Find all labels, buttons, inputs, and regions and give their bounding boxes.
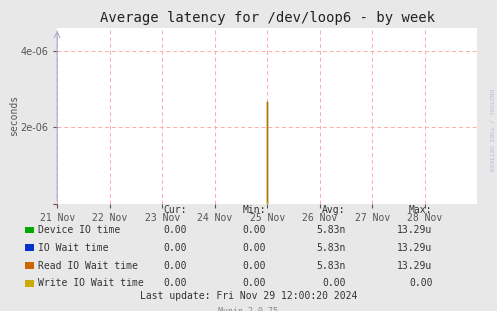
Text: 13.29u: 13.29u [397,261,432,271]
Text: 13.29u: 13.29u [397,225,432,235]
Text: Read IO Wait time: Read IO Wait time [38,261,138,271]
Text: Avg:: Avg: [322,205,345,215]
Text: 5.83n: 5.83n [316,225,345,235]
Text: 13.29u: 13.29u [397,243,432,253]
Text: Max:: Max: [409,205,432,215]
Text: Min:: Min: [243,205,266,215]
Title: Average latency for /dev/loop6 - by week: Average latency for /dev/loop6 - by week [99,12,435,26]
Text: Munin 2.0.75: Munin 2.0.75 [219,307,278,311]
Text: 0.00: 0.00 [163,243,186,253]
Text: 5.83n: 5.83n [316,243,345,253]
Text: 0.00: 0.00 [163,278,186,288]
Text: 0.00: 0.00 [243,278,266,288]
Text: 5.83n: 5.83n [316,261,345,271]
Text: 0.00: 0.00 [243,243,266,253]
Y-axis label: seconds: seconds [9,95,19,137]
Text: IO Wait time: IO Wait time [38,243,108,253]
Text: 0.00: 0.00 [243,261,266,271]
Text: Device IO time: Device IO time [38,225,120,235]
Text: 0.00: 0.00 [163,225,186,235]
Text: Write IO Wait time: Write IO Wait time [38,278,144,288]
Text: Cur:: Cur: [163,205,186,215]
Text: 0.00: 0.00 [409,278,432,288]
Text: 0.00: 0.00 [322,278,345,288]
Text: Last update: Fri Nov 29 12:00:20 2024: Last update: Fri Nov 29 12:00:20 2024 [140,290,357,300]
Text: RRDTOOL / TOBI OETIKER: RRDTOOL / TOBI OETIKER [489,89,494,172]
Text: 0.00: 0.00 [243,225,266,235]
Text: 0.00: 0.00 [163,261,186,271]
